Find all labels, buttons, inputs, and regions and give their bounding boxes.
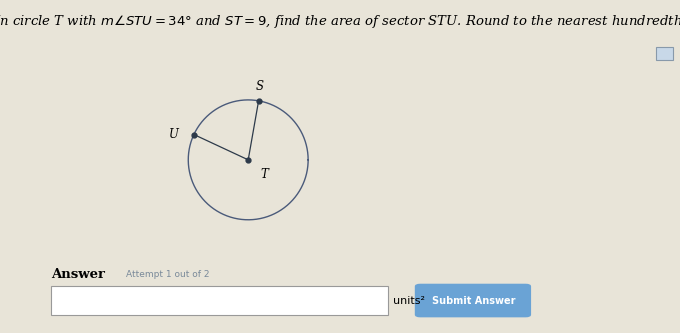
Text: Attempt 1 out of 2: Attempt 1 out of 2 [126, 270, 209, 279]
FancyBboxPatch shape [51, 286, 388, 315]
Bar [656, 47, 673, 60]
Text: units²: units² [393, 296, 425, 306]
Text: In circle T with $m\angle STU = 34°$ and $ST = 9$, find the area of sector STU. : In circle T with $m\angle STU = 34°$ and… [0, 13, 680, 30]
Text: U: U [169, 128, 179, 141]
Text: T: T [260, 168, 269, 181]
FancyBboxPatch shape [415, 284, 531, 317]
Text: S: S [256, 81, 264, 94]
Text: Submit Answer: Submit Answer [432, 296, 515, 306]
Text: Answer: Answer [51, 268, 105, 281]
